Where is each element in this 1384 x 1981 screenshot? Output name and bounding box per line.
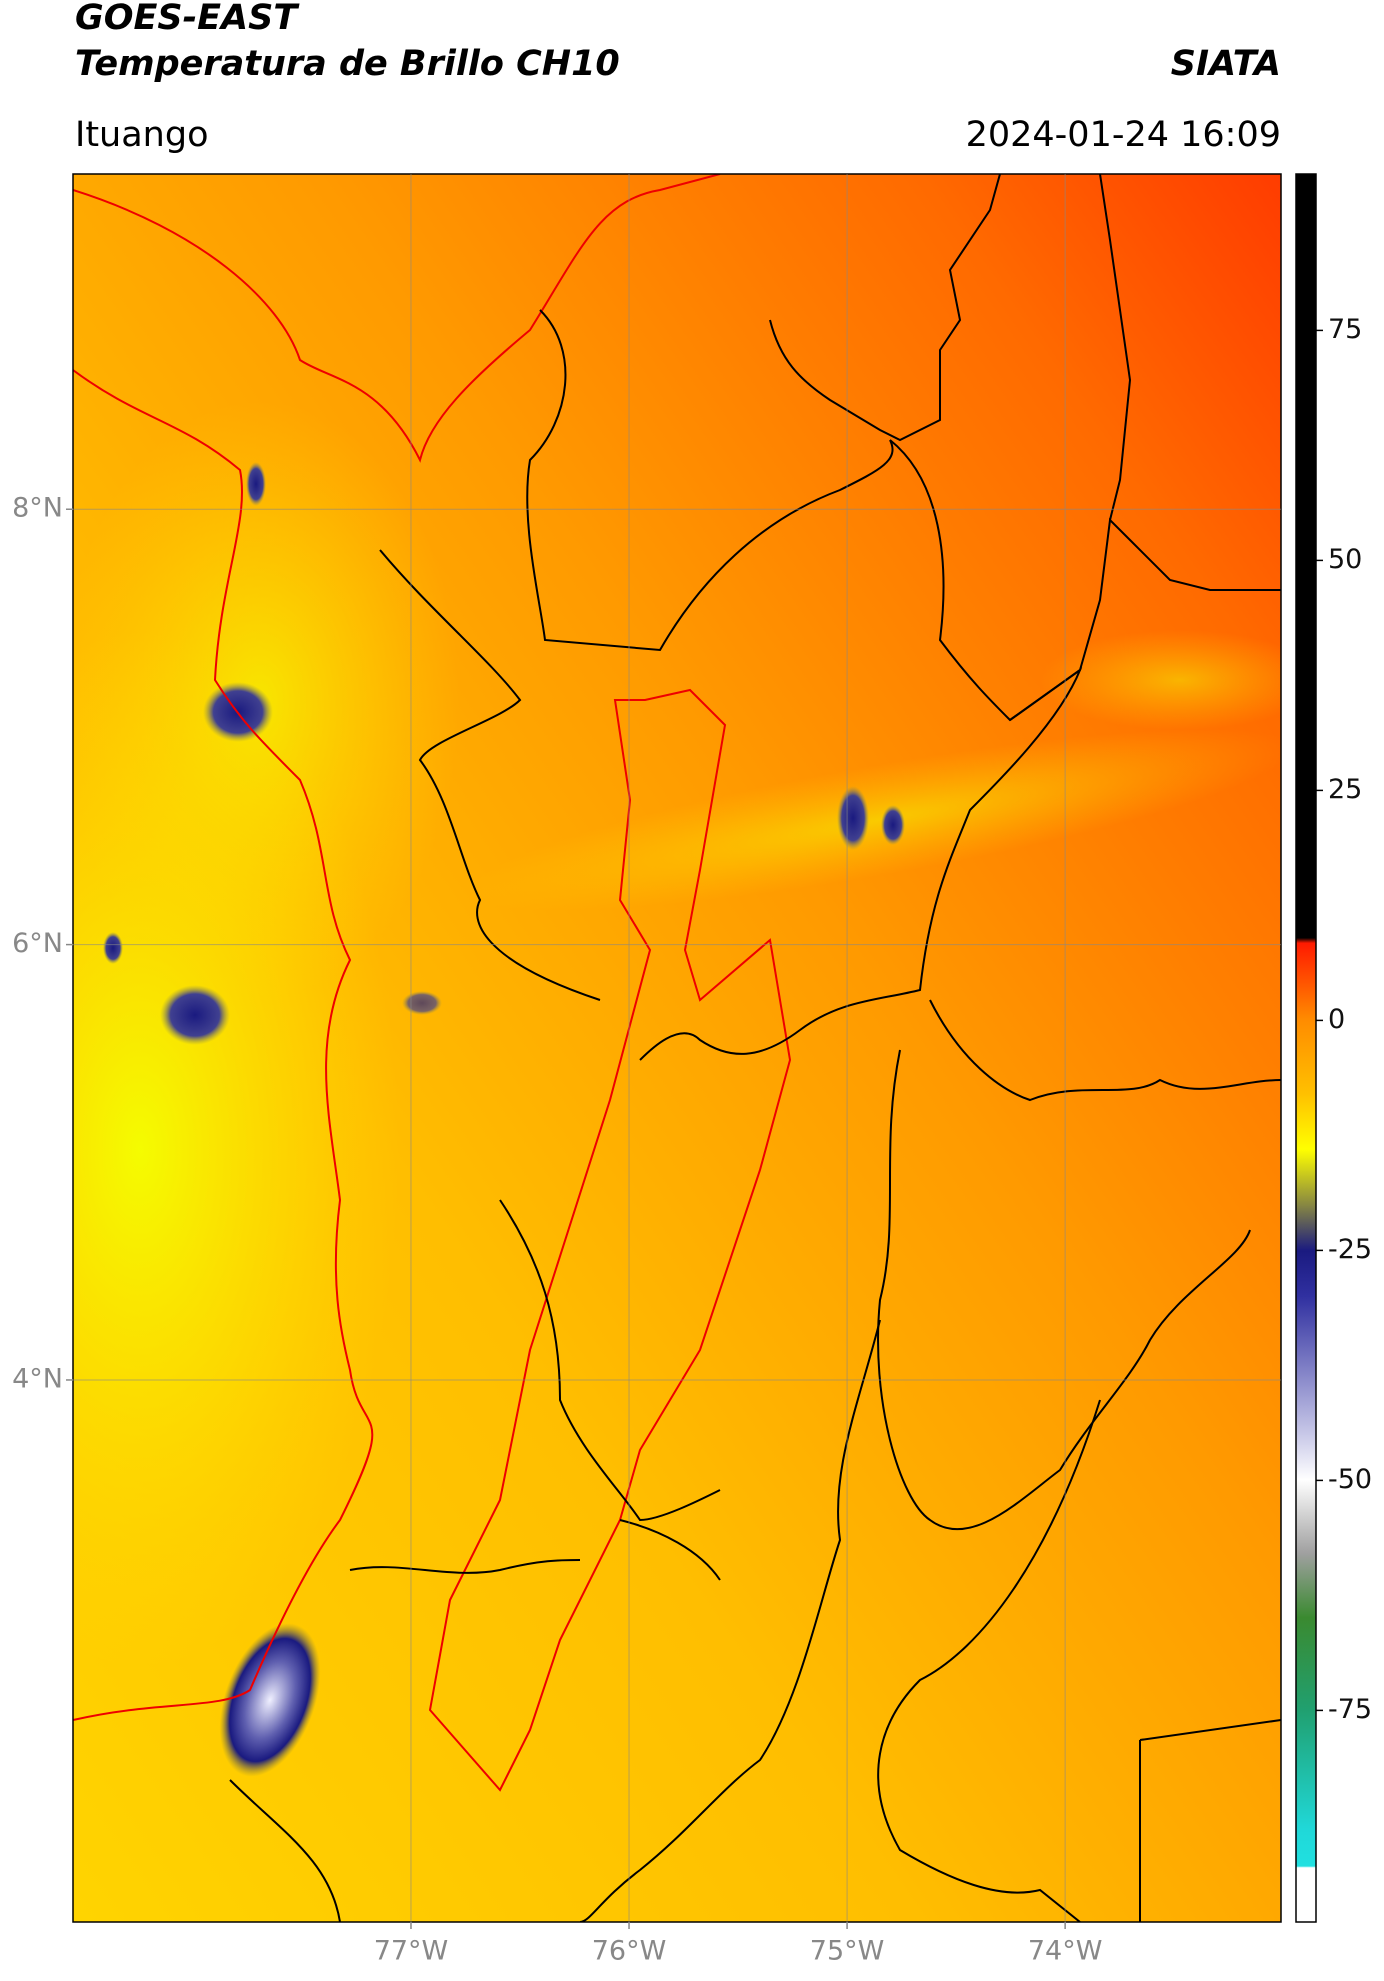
map-frame: [72, 173, 1282, 1923]
x-tick-label: 76°W: [592, 1936, 667, 1967]
x-tick-label: 77°W: [374, 1936, 449, 1967]
source: SIATA: [1171, 44, 1281, 84]
colorbar-tick-label: 0: [1328, 1004, 1345, 1035]
x-tick-label: 74°W: [1028, 1936, 1103, 1967]
satellite-image: [73, 174, 1281, 1922]
y-tick-label: 8°N: [12, 493, 63, 524]
location: Ituango: [75, 115, 209, 155]
datetime: 2024-01-24 16:09: [966, 115, 1281, 155]
colorbar-tick-label: 25: [1328, 774, 1362, 805]
colorbar-tick-label: 50: [1328, 544, 1362, 575]
title: GOES-EAST: [75, 0, 300, 38]
colorbar-tick-label: -50: [1328, 1464, 1372, 1495]
colorbar-tick-label: -75: [1328, 1694, 1372, 1725]
colorbar: [1295, 173, 1317, 1923]
y-tick-label: 6°N: [12, 928, 63, 959]
subtitle: Temperatura de Brillo CH10: [75, 44, 620, 84]
colorbar-tick-label: 75: [1328, 314, 1362, 345]
colorbar-tick-label: -25: [1328, 1234, 1372, 1265]
y-tick-label: 4°N: [12, 1363, 63, 1394]
x-tick-label: 75°W: [810, 1936, 885, 1967]
